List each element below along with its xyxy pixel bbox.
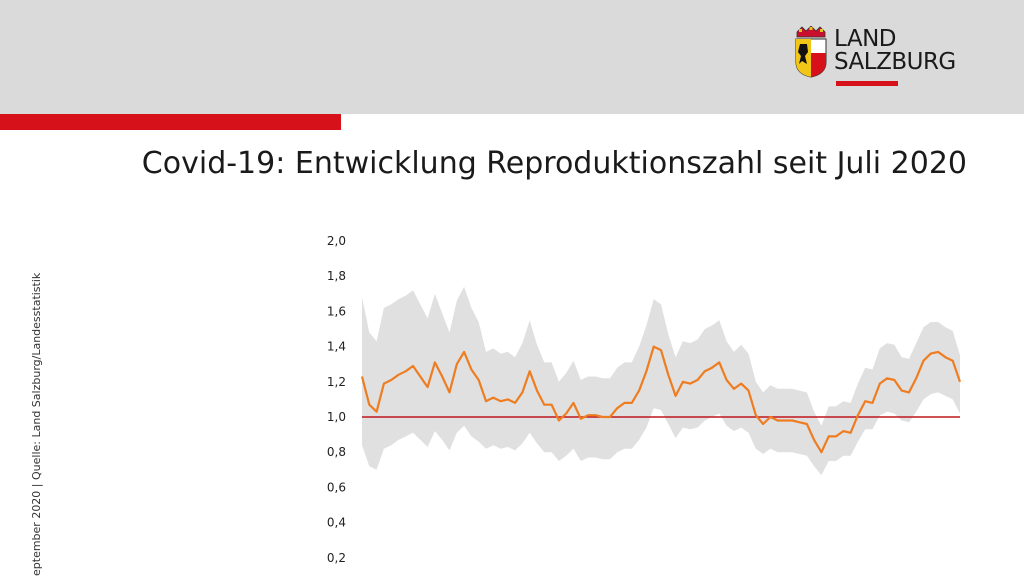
y-axis: 2,0 1,8 1,6 1,4 1,2 1,0 0,8 0,6 0,4 0,2 [327, 234, 346, 565]
logo-line-2: SALZBURG [834, 49, 956, 75]
y-tick-label: 2,0 [327, 234, 346, 248]
logo-line-1: LAND [834, 26, 896, 52]
y-tick-label: 0,6 [327, 480, 346, 494]
source-note: eptember 2020 | Quelle: Land Salzburg/La… [30, 272, 43, 576]
accent-bar [0, 114, 341, 130]
reproduction-number-chart: 2,0 1,8 1,6 1,4 1,2 1,0 0,8 0,6 0,4 0,2 [327, 234, 962, 565]
y-tick-label: 0,8 [327, 445, 346, 459]
y-tick-label: 1,6 [327, 304, 346, 318]
y-tick-label: 1,0 [327, 410, 346, 424]
y-tick-label: 1,8 [327, 269, 346, 283]
land-salzburg-logo: LAND SALZBURG [794, 26, 984, 90]
series-points [361, 346, 961, 453]
salzburg-crest-icon [795, 26, 827, 78]
confidence-band [362, 286, 960, 476]
series-line-r-value [360, 345, 962, 454]
y-tick-label: 1,2 [327, 375, 346, 389]
y-tick-label: 0,4 [327, 516, 346, 530]
page-title: Covid-19: Entwicklung Reproduktionszahl … [141, 146, 967, 181]
header-band [0, 0, 1024, 114]
logo-wordmark: LAND SALZBURG [834, 28, 956, 74]
y-tick-label: 0,2 [327, 551, 346, 565]
logo-underline [836, 81, 898, 86]
y-tick-label: 1,4 [327, 340, 346, 354]
